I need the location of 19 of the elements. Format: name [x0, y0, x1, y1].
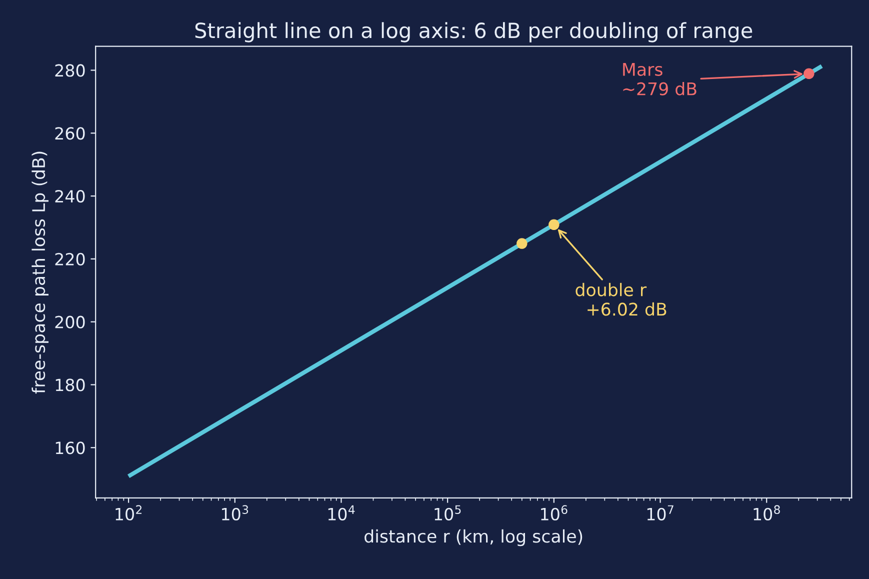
x-axis-title: distance r (km, log scale)	[364, 529, 582, 546]
y-tick-label: 240	[55, 190, 85, 203]
y-tick-label: 160	[56, 442, 85, 454]
chart-title: Straight line on a log axis: 6 dB per doubling of range	[195, 22, 752, 42]
y-tick-label: 200	[55, 316, 85, 328]
x-tick-label: 10$^{4}$	[328, 505, 355, 520]
annotation: Mars ~279 dB	[623, 63, 696, 96]
y-tick-label: 280	[55, 64, 85, 77]
y-tick-label: 220	[55, 252, 85, 266]
x-tick-label: 10$^{6}$	[541, 505, 568, 520]
y-tick-label: 260	[55, 127, 85, 140]
y-tick-label: 180	[56, 378, 85, 392]
annotation: double r +6.02 dB	[576, 282, 666, 316]
x-tick-label: 10$^{2}$	[116, 505, 142, 520]
y-axis-title: free-space path loss Lp (dB)	[32, 152, 48, 394]
x-tick-label: 10$^{8}$	[754, 505, 780, 520]
x-tick-label: 10$^{5}$	[434, 505, 461, 520]
x-tick-label: 10$^{3}$	[222, 505, 248, 520]
x-tick-label: 10$^{7}$	[647, 505, 674, 520]
